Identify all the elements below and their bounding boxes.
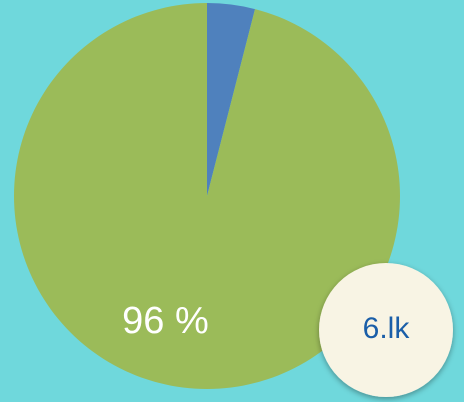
badge: [319, 263, 453, 397]
pie-slice: [13, 3, 401, 389]
data-label: 96 %: [122, 300, 209, 342]
pie-slice: [207, 3, 255, 196]
badge-label: 6.lk: [363, 312, 411, 345]
pie: [13, 3, 401, 389]
